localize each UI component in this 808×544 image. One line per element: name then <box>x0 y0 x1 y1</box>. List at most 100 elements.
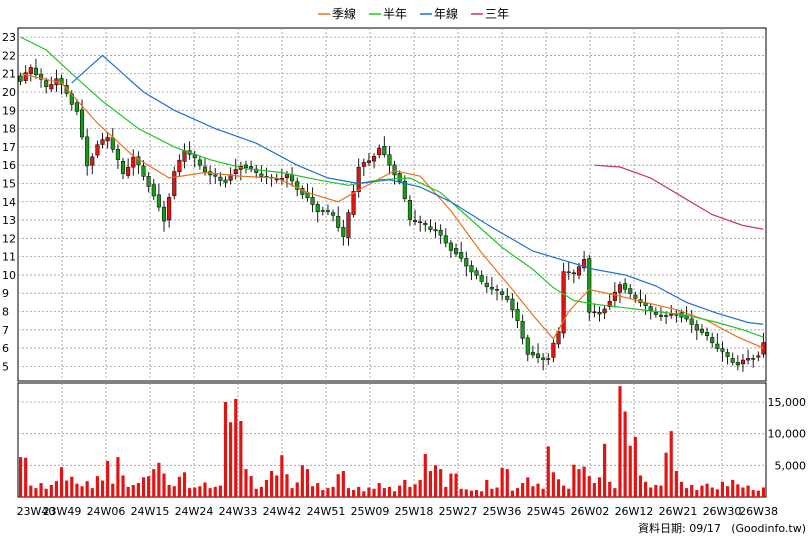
x-tick-label: 24W33 <box>219 505 258 518</box>
candle-up <box>607 301 612 308</box>
volume-bar <box>423 453 427 497</box>
price-tick-label: 15 <box>2 177 16 190</box>
volume-bar <box>147 476 151 497</box>
candle-down <box>484 282 489 288</box>
x-tick-label: 25W36 <box>483 505 522 518</box>
candle-down <box>218 176 223 181</box>
volume-bar <box>172 486 176 497</box>
volume-bar <box>59 467 64 497</box>
volume-bar <box>136 483 140 497</box>
volume-bar <box>587 476 591 497</box>
volume-bar <box>510 490 514 497</box>
candle-down <box>44 80 49 88</box>
volume-bar <box>377 483 381 497</box>
volume-bar <box>346 488 351 497</box>
candle-down <box>392 164 397 176</box>
candle-down <box>623 283 628 290</box>
volume-bar <box>398 485 402 497</box>
volume-bar <box>95 476 99 497</box>
candle-down <box>530 351 535 356</box>
candle-down <box>141 165 146 177</box>
candle-up <box>561 271 566 334</box>
candle-down <box>571 272 576 275</box>
volume-bar <box>382 488 386 497</box>
volume-bar <box>177 476 181 497</box>
volume-bar <box>495 487 499 497</box>
candle-down <box>459 252 464 259</box>
volume-bar <box>403 479 407 497</box>
candle-down <box>500 291 505 295</box>
volume-bar <box>433 465 438 497</box>
candle-down <box>751 358 756 360</box>
volume-bar <box>198 486 202 497</box>
volume-bar <box>562 485 566 497</box>
volume-bar <box>500 467 504 497</box>
volume-bar <box>372 488 376 497</box>
candle-down <box>505 295 510 300</box>
candle-up <box>23 72 28 81</box>
candle-up <box>233 169 238 174</box>
ma-quarter-line <box>20 73 764 349</box>
candle-down <box>464 258 469 267</box>
volume-bar <box>521 483 525 497</box>
candle-up <box>617 284 623 293</box>
volume-bar <box>326 488 330 497</box>
candle-down <box>658 314 664 317</box>
volume-bar <box>126 486 130 497</box>
volume-bar <box>39 483 43 497</box>
candle-down <box>223 179 228 183</box>
price-tick-label: 5 <box>2 360 9 373</box>
volume-bar <box>34 488 38 497</box>
candle-down <box>79 109 85 138</box>
x-tick-label: 23W40 <box>17 505 56 518</box>
candle-up <box>372 156 377 162</box>
candle-up <box>366 160 371 164</box>
volume-bar <box>341 471 345 497</box>
volume-bar <box>669 431 673 497</box>
volume-bar <box>572 464 576 497</box>
candle-up <box>131 156 136 168</box>
volume-bar <box>690 484 694 497</box>
candle-down <box>413 220 418 223</box>
volume-bar <box>746 485 750 497</box>
candle-down <box>336 216 341 228</box>
x-tick-label: 24W24 <box>175 505 214 518</box>
candle-down <box>720 348 725 352</box>
legend-label: 季線 <box>332 6 356 21</box>
candle-down <box>156 194 161 208</box>
volume-bar <box>300 465 304 497</box>
candle-down <box>254 168 259 173</box>
candle-down <box>648 306 653 311</box>
candle-up <box>756 355 761 358</box>
volume-bar <box>731 479 735 497</box>
candle-down <box>402 180 407 199</box>
volume-bar <box>480 491 484 497</box>
volume-bar <box>582 466 586 497</box>
candle-up <box>576 266 582 276</box>
candle-down <box>325 210 331 212</box>
candle-down <box>694 324 699 331</box>
volume-bar <box>100 480 105 497</box>
volume-bar <box>311 486 315 497</box>
candle-up <box>28 67 33 74</box>
candle-up <box>361 162 366 167</box>
volume-bar <box>54 481 59 497</box>
volume-bar <box>90 488 94 497</box>
volume-bar <box>208 488 212 497</box>
x-tick-label: 23W49 <box>43 505 82 518</box>
volume-bar <box>685 488 689 497</box>
volume-bar <box>270 471 274 497</box>
candle-down <box>433 229 438 232</box>
volume-bar <box>464 489 468 497</box>
x-tick-label: 24W42 <box>263 505 302 518</box>
candle-down <box>151 184 156 197</box>
volume-bar <box>80 486 84 497</box>
candle-up <box>167 197 172 221</box>
volume-bar <box>259 486 263 497</box>
candle-up <box>182 150 187 162</box>
volume-bar <box>556 479 561 497</box>
volume-tick-label: 15,000 <box>768 396 807 409</box>
volume-bar <box>674 471 678 497</box>
volume-bar <box>736 484 740 497</box>
